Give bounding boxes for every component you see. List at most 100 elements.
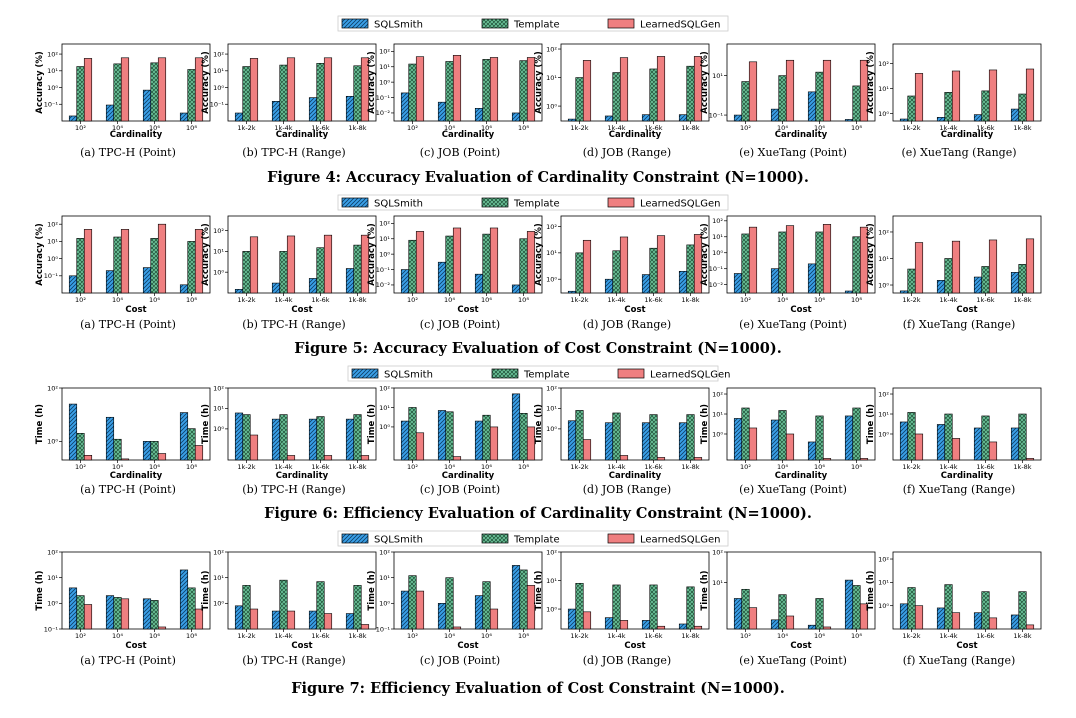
x-tick-label: 10⁴ bbox=[112, 463, 123, 471]
bar-template bbox=[519, 238, 528, 294]
subfigure-caption: (b) TPC-H (Range) bbox=[242, 146, 345, 159]
y-tick-label: 10⁰ bbox=[213, 425, 224, 433]
legend-swatch bbox=[607, 18, 635, 29]
bar-learnedsqlgen bbox=[157, 626, 167, 630]
y-tick-label: 10¹ bbox=[712, 233, 723, 241]
x-axis-label: Cardinality bbox=[941, 130, 994, 140]
bar-learnedsqlgen bbox=[748, 607, 758, 630]
x-tick-label: 10⁴ bbox=[777, 124, 788, 132]
y-tick-label: 10⁻² bbox=[376, 281, 391, 289]
bar-sqlsmith bbox=[400, 420, 410, 461]
y-tick-label: 10¹ bbox=[878, 255, 889, 263]
y-tick-label: 10⁰ bbox=[712, 249, 723, 257]
y-tick-label: 10² bbox=[712, 390, 723, 398]
subfigure-caption: (e) XueTang (Point) bbox=[739, 483, 847, 496]
legend-swatch bbox=[481, 533, 509, 544]
y-tick-label: 10⁻¹ bbox=[44, 272, 59, 280]
legend-swatch bbox=[607, 533, 635, 544]
subfigure-caption: (c) JOB (Point) bbox=[420, 146, 500, 159]
bar-sqlsmith bbox=[678, 270, 688, 294]
bar-sqlsmith bbox=[936, 607, 946, 630]
x-tick-label: 1k-4k bbox=[939, 632, 957, 640]
chart-panel: 10¹ 10² Time (h) 10² 10⁴ 10⁶ 10⁸ Cost (e) XueTan… bbox=[700, 548, 876, 667]
subfigure-caption: (b) TPC-H (Range) bbox=[242, 654, 345, 667]
y-tick-label: 10⁰ bbox=[546, 276, 557, 284]
bar-learnedsqlgen bbox=[785, 225, 795, 294]
plot-frame bbox=[227, 387, 377, 461]
bar-template bbox=[482, 233, 491, 294]
plot-frame bbox=[726, 551, 876, 630]
bar-sqlsmith bbox=[973, 427, 983, 461]
x-axis-label: Cost bbox=[790, 641, 811, 651]
y-axis-label: Accuracy (%) bbox=[866, 51, 876, 114]
bar-learnedsqlgen bbox=[914, 242, 924, 294]
x-axis-label: Cost bbox=[291, 305, 312, 315]
bar-sqlsmith bbox=[271, 418, 281, 461]
bar-learnedsqlgen bbox=[693, 56, 703, 122]
x-tick-label: 1k-4k bbox=[607, 124, 625, 132]
bar-template bbox=[741, 81, 750, 122]
bar-learnedsqlgen bbox=[452, 626, 462, 630]
y-tick-label: 10² bbox=[47, 384, 58, 392]
bar-template bbox=[944, 92, 953, 122]
bar-template bbox=[815, 231, 824, 294]
subfigure-caption: (b) TPC-H (Range) bbox=[242, 483, 345, 496]
bar-learnedsqlgen bbox=[120, 229, 130, 294]
y-tick-label: 10⁰ bbox=[47, 600, 58, 608]
bar-template bbox=[445, 411, 454, 461]
plot-frame bbox=[892, 43, 1042, 122]
bar-learnedsqlgen bbox=[157, 223, 167, 294]
bar-learnedsqlgen bbox=[822, 224, 832, 294]
y-axis-label: Accuracy (%) bbox=[534, 51, 544, 114]
x-tick-label: 10⁶ bbox=[149, 463, 160, 471]
y-tick-label: 10¹ bbox=[878, 579, 889, 587]
y-tick-label: 10² bbox=[379, 548, 390, 556]
bar-template bbox=[686, 244, 695, 294]
bar-learnedsqlgen bbox=[914, 605, 924, 630]
bar-sqlsmith bbox=[678, 422, 688, 461]
bar-sqlsmith bbox=[567, 118, 577, 122]
plot-frame bbox=[726, 215, 876, 294]
legend: SQLSmith Template LearnedSQLGen bbox=[337, 194, 729, 211]
bar-learnedsqlgen bbox=[120, 598, 130, 630]
x-tick-label: 1k-6k bbox=[644, 296, 662, 304]
bar-template bbox=[353, 244, 362, 294]
bar-sqlsmith bbox=[142, 598, 152, 630]
bar-sqlsmith bbox=[345, 95, 355, 122]
bar-sqlsmith bbox=[899, 421, 909, 461]
bar-learnedsqlgen bbox=[526, 57, 536, 122]
x-tick-label: 1k-2k bbox=[237, 463, 255, 471]
y-axis-label: Time (h) bbox=[866, 570, 876, 610]
bar-learnedsqlgen bbox=[859, 603, 869, 630]
bar-template bbox=[408, 63, 417, 122]
subfigure-caption: (a) TPC-H (Point) bbox=[80, 483, 176, 496]
bar-template bbox=[815, 71, 824, 122]
bar-learnedsqlgen bbox=[951, 438, 961, 461]
bar-sqlsmith bbox=[437, 261, 447, 294]
x-tick-label: 1k-4k bbox=[939, 463, 957, 471]
bar-template bbox=[279, 414, 288, 461]
y-tick-label: 10¹ bbox=[878, 85, 889, 93]
bar-template bbox=[408, 239, 417, 294]
subfigure-caption: (c) JOB (Point) bbox=[420, 483, 500, 496]
x-tick-label: 1k-4k bbox=[274, 124, 292, 132]
bar-learnedsqlgen bbox=[249, 608, 259, 630]
x-axis-label: Cost bbox=[457, 641, 478, 651]
plot-frame bbox=[61, 215, 211, 294]
bar-template bbox=[981, 415, 990, 461]
bar-template bbox=[113, 438, 122, 461]
chart-panel: 10⁻¹ 10⁰ 10¹ 10² Time (h) 10² 10⁴ 10⁶ 10⁸ Cost (c)… bbox=[367, 548, 543, 667]
legend: SQLSmith Template LearnedSQLGen bbox=[337, 15, 729, 32]
bar-learnedsqlgen bbox=[582, 60, 592, 122]
y-tick-label: 10¹ bbox=[213, 248, 224, 256]
bar-sqlsmith bbox=[604, 278, 614, 294]
bar-learnedsqlgen bbox=[323, 613, 333, 630]
y-tick-label: 10¹ bbox=[546, 74, 557, 82]
x-tick-label: 1k-8k bbox=[1013, 296, 1031, 304]
x-tick-label: 1k-6k bbox=[644, 463, 662, 471]
bar-template bbox=[76, 238, 85, 294]
x-tick-label: 10⁶ bbox=[149, 296, 160, 304]
plot-frame bbox=[726, 43, 876, 122]
